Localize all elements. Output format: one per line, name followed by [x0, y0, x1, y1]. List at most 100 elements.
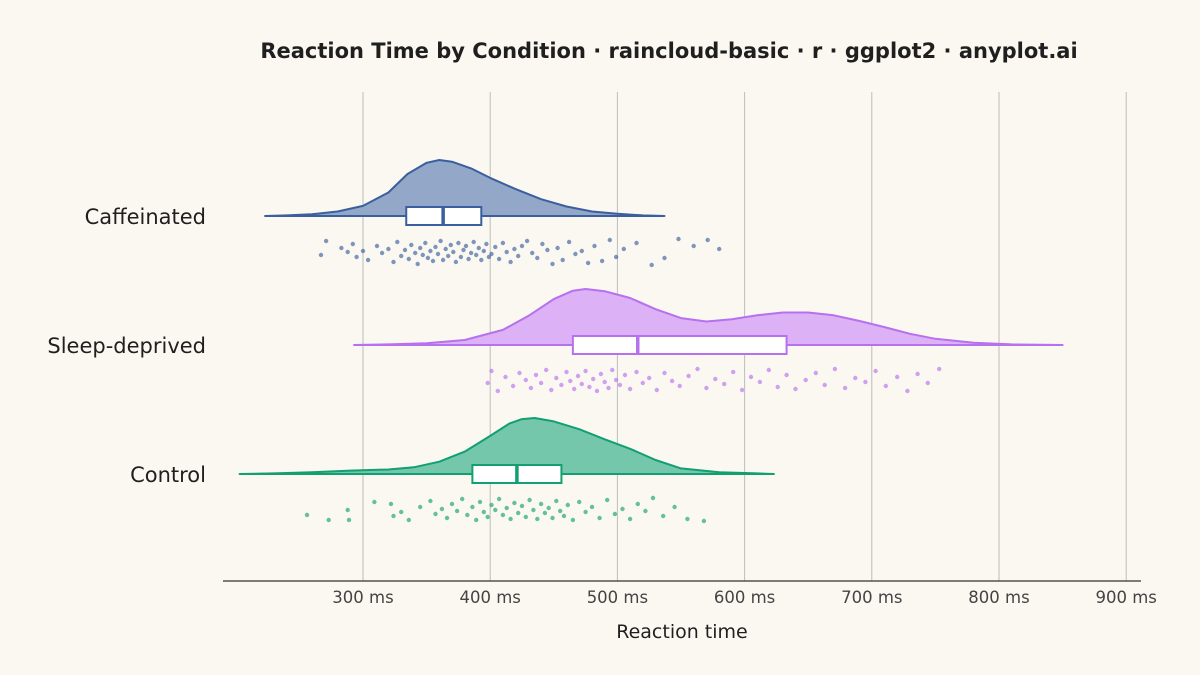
point-caffeinated-25: [433, 244, 438, 250]
point-sleep-deprived-26: [610, 367, 615, 373]
point-sleep-deprived-61: [905, 388, 910, 394]
point-sleep-deprived-22: [594, 388, 600, 394]
point-control-20: [477, 499, 483, 505]
point-caffeinated-65: [573, 251, 578, 257]
point-sleep-deprived-43: [731, 369, 736, 375]
point-caffeinated-39: [468, 250, 474, 256]
point-caffeinated-67: [585, 260, 591, 266]
point-control-7: [399, 509, 404, 515]
point-caffeinated-35: [458, 254, 464, 260]
point-control-34: [531, 507, 536, 513]
point-caffeinated-7: [365, 257, 371, 263]
point-sleep-deprived-45: [748, 374, 754, 380]
x-tick-label-900: 900 ms: [1095, 588, 1156, 607]
point-caffeinated-66: [579, 248, 584, 254]
point-caffeinated-61: [550, 261, 555, 267]
x-tick-label-400: 400 ms: [459, 588, 520, 607]
point-control-27: [504, 505, 509, 511]
point-control-49: [605, 497, 610, 503]
point-caffeinated-42: [476, 245, 481, 251]
box-sleep-deprived: [571, 335, 788, 355]
point-control-35: [535, 516, 540, 522]
point-sleep-deprived-54: [832, 366, 838, 372]
point-sleep-deprived-39: [695, 366, 700, 372]
category-label-sleep-deprived: Sleep-deprived: [47, 334, 206, 358]
point-caffeinated-4: [350, 241, 355, 247]
point-control-31: [519, 503, 525, 509]
point-caffeinated-14: [402, 247, 408, 253]
point-sleep-deprived-6: [523, 377, 528, 383]
point-caffeinated-74: [649, 262, 654, 268]
point-caffeinated-46: [486, 254, 492, 260]
point-caffeinated-69: [599, 258, 605, 264]
point-sleep-deprived-5: [517, 370, 522, 376]
point-control-17: [465, 512, 470, 518]
point-sleep-deprived-14: [564, 369, 569, 375]
point-control-48: [597, 515, 602, 521]
point-sleep-deprived-25: [606, 385, 611, 391]
point-caffeinated-17: [413, 250, 418, 256]
plot-area: [238, 159, 1064, 524]
point-control-2: [345, 507, 350, 513]
category-label-caffeinated: Caffeinated: [85, 205, 206, 229]
point-control-38: [546, 505, 551, 511]
point-caffeinated-78: [705, 237, 710, 243]
category-label-control: Control: [130, 463, 206, 487]
x-axis-ticks: 300 ms 400 ms 500 ms 600 ms 700 ms 800 ms 900 …: [332, 588, 1157, 607]
point-caffeinated-16: [409, 242, 414, 248]
point-sleep-deprived-18: [579, 381, 584, 387]
point-control-58: [685, 516, 690, 522]
point-control-51: [620, 506, 625, 512]
point-sleep-deprived-52: [813, 370, 818, 376]
point-sleep-deprived-20: [587, 384, 592, 390]
point-control-3: [346, 517, 352, 523]
point-caffeinated-75: [662, 255, 667, 261]
point-control-30: [516, 510, 521, 516]
point-caffeinated-12: [395, 239, 400, 245]
point-sleep-deprived-50: [793, 386, 798, 392]
point-control-10: [428, 498, 433, 504]
point-control-4: [372, 499, 377, 505]
point-caffeinated-79: [717, 246, 722, 252]
point-sleep-deprived-12: [554, 375, 559, 381]
point-sleep-deprived-49: [784, 372, 789, 378]
point-control-40: [554, 498, 559, 504]
point-sleep-deprived-56: [853, 375, 858, 381]
point-caffeinated-70: [607, 237, 612, 243]
point-control-19: [474, 517, 479, 523]
point-sleep-deprived-51: [803, 377, 808, 383]
point-control-45: [577, 499, 582, 505]
chart-title: Reaction Time by Condition · raincloud-b…: [260, 39, 1077, 63]
point-caffeinated-54: [516, 253, 521, 259]
point-sleep-deprived-19: [583, 368, 588, 374]
point-caffeinated-51: [504, 249, 509, 255]
point-caffeinated-63: [560, 257, 565, 263]
point-caffeinated-5: [354, 254, 359, 260]
point-control-9: [418, 504, 423, 510]
point-caffeinated-29: [443, 246, 448, 252]
point-caffeinated-55: [519, 243, 525, 249]
point-sleep-deprived-44: [739, 387, 745, 393]
series-sleep-deprived: [353, 288, 1064, 394]
point-sleep-deprived-2: [495, 388, 500, 394]
point-caffeinated-31: [448, 242, 453, 248]
point-sleep-deprived-59: [883, 383, 888, 389]
point-caffeinated-11: [391, 259, 396, 265]
point-control-54: [643, 508, 648, 514]
point-caffeinated-28: [440, 257, 446, 263]
point-caffeinated-30: [446, 253, 451, 259]
point-control-1: [326, 517, 331, 523]
point-sleep-deprived-28: [617, 382, 623, 388]
point-control-33: [527, 497, 532, 503]
point-control-25: [496, 496, 502, 502]
point-caffeinated-59: [540, 241, 545, 247]
point-control-18: [470, 504, 475, 510]
point-control-50: [612, 511, 618, 517]
point-caffeinated-64: [566, 239, 572, 245]
point-caffeinated-53: [512, 246, 517, 252]
y-axis-categories: Caffeinated Sleep-deprived Control: [47, 205, 206, 487]
point-sleep-deprived-57: [863, 379, 868, 385]
point-caffeinated-19: [418, 245, 423, 251]
point-control-0: [304, 512, 310, 518]
